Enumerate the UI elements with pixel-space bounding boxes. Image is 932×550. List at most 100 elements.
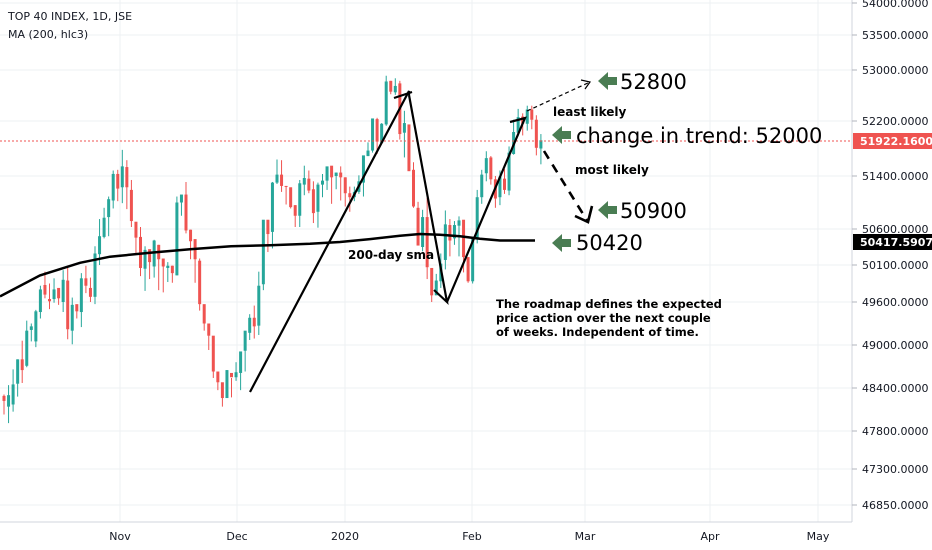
last-price-tag xyxy=(853,133,932,149)
candle-body xyxy=(503,178,506,190)
sma-label: 200-day sma xyxy=(348,248,434,262)
candle-body xyxy=(307,178,311,191)
price-tick-label: 47300.0000 xyxy=(862,463,928,476)
time-tick-label: 2020 xyxy=(331,530,359,543)
price-tick-label: 47800.0000 xyxy=(862,425,928,438)
time-tick-label: Dec xyxy=(226,530,247,543)
candlestick-series xyxy=(2,75,543,424)
symbol-title: TOP 40 INDEX, 1D, JSE xyxy=(7,10,132,23)
level-arrow-icon xyxy=(598,201,617,219)
candle-body xyxy=(202,304,206,324)
time-tick-label: Nov xyxy=(109,530,131,543)
candle-body xyxy=(416,207,420,246)
candle-body xyxy=(243,330,247,351)
price-tick-label: 51400.0000 xyxy=(862,170,928,183)
candle-body xyxy=(521,116,525,124)
target-label-52800: 52800 xyxy=(620,70,687,94)
candle-body xyxy=(48,299,51,302)
indicator-title: MA (200, hlc3) xyxy=(8,28,88,41)
candle-body xyxy=(298,183,302,216)
candle-body xyxy=(234,372,238,378)
candle-body xyxy=(79,278,83,313)
candle-body xyxy=(412,169,415,207)
candle-body xyxy=(280,174,284,186)
candle-body xyxy=(289,187,293,208)
price-tick-label: 50100.0000 xyxy=(862,259,928,272)
price-tick-label: 46850.0000 xyxy=(862,499,928,512)
candle-body xyxy=(129,189,133,222)
projection-most-likely xyxy=(542,150,590,223)
candle-body xyxy=(88,287,92,297)
candle-body xyxy=(170,265,174,274)
recovery-trendline xyxy=(445,116,527,303)
candle-body xyxy=(452,225,456,239)
candle-body xyxy=(120,166,124,188)
candle-body xyxy=(539,140,543,149)
candle-body xyxy=(284,185,288,187)
price-tick-label: 49000.0000 xyxy=(862,339,928,352)
candle-body xyxy=(111,173,115,201)
candle-body xyxy=(489,157,493,180)
candle-body xyxy=(57,287,61,299)
last-price-value: 51922.1600 xyxy=(860,135,932,148)
candle-body xyxy=(252,317,256,327)
candle-body xyxy=(261,219,265,285)
candle-body xyxy=(98,236,102,255)
candle-body xyxy=(425,217,429,268)
candle-body xyxy=(38,289,42,313)
candle-body xyxy=(270,182,274,232)
time-tick-label: Apr xyxy=(700,530,720,543)
candle-body xyxy=(316,184,320,212)
time-tick-label: May xyxy=(807,530,830,543)
level-arrow-icon xyxy=(598,72,617,90)
candle-body xyxy=(7,395,11,407)
roadmap-drawing xyxy=(249,79,594,393)
candle-body xyxy=(393,85,397,93)
candle-body xyxy=(525,109,529,124)
candle-body xyxy=(84,278,88,286)
candle-body xyxy=(462,219,466,258)
candle-body xyxy=(321,180,324,185)
candle-body xyxy=(471,237,475,282)
candle-body xyxy=(116,173,120,189)
roadmap-note-line-1: The roadmap defines the expected xyxy=(496,297,722,311)
candle-body xyxy=(402,123,406,133)
time-axis: Nov Dec 2020 Feb Mar Apr May xyxy=(0,521,932,543)
candle-body xyxy=(184,194,188,231)
candle-body xyxy=(434,280,438,296)
level-arrow-icon xyxy=(552,234,571,252)
candle-body xyxy=(2,395,6,401)
candle-body xyxy=(266,219,270,235)
candle-body xyxy=(93,253,97,297)
roadmap-note-line-2: price action over the next couple xyxy=(496,311,711,325)
candle-body xyxy=(348,193,352,198)
candle-body xyxy=(371,118,375,151)
candle-body xyxy=(52,289,56,300)
candle-body xyxy=(175,202,179,276)
candle-body xyxy=(443,224,447,260)
candle-body xyxy=(325,166,329,181)
candle-body xyxy=(507,152,511,191)
candle-body xyxy=(516,117,520,133)
candle-body xyxy=(457,220,461,226)
candle-body xyxy=(125,167,129,188)
price-axis-panel xyxy=(852,0,932,550)
candle-body xyxy=(207,323,211,336)
candle-body xyxy=(361,155,365,183)
price-tick-label: 49600.0000 xyxy=(862,296,928,309)
candle-body xyxy=(70,304,74,331)
level-arrow-icon xyxy=(552,126,571,144)
projection-most-likely-head xyxy=(574,205,594,224)
candle-body xyxy=(225,370,229,399)
candle-body xyxy=(179,194,183,203)
candle-body xyxy=(407,124,411,172)
candle-body xyxy=(102,217,106,237)
candle-body xyxy=(275,174,279,183)
candle-body xyxy=(43,284,47,295)
candle-body xyxy=(239,351,243,373)
candle-body xyxy=(230,372,233,378)
projection-least-likely-head xyxy=(580,79,592,90)
support-label-50420: 50420 xyxy=(576,231,643,255)
price-axis[interactable]: 54000.0000 53500.0000 53000.0000 52200.0000… xyxy=(851,0,932,550)
